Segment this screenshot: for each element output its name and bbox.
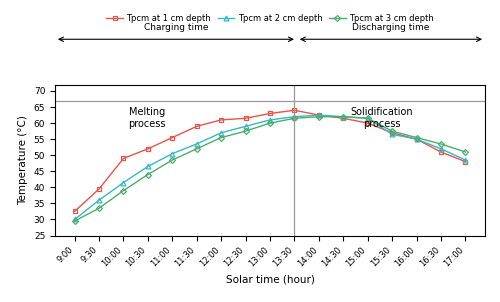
Tpcm at 2 cm depth xyxy=(120,181,126,184)
Tpcm at 2 cm depth xyxy=(194,142,200,146)
Tpcm at 2 cm depth xyxy=(170,152,175,156)
Tpcm at 1 cm depth xyxy=(96,187,102,191)
Tpcm at 3 cm depth xyxy=(414,136,420,140)
Tpcm at 1 cm depth xyxy=(72,210,78,213)
Tpcm at 2 cm depth xyxy=(340,115,346,118)
Text: Discharging time: Discharging time xyxy=(352,23,430,32)
Tpcm at 3 cm depth xyxy=(194,147,200,151)
Tpcm at 3 cm depth xyxy=(438,142,444,146)
Tpcm at 1 cm depth xyxy=(242,117,248,120)
Tpcm at 1 cm depth xyxy=(462,160,468,163)
Tpcm at 3 cm depth xyxy=(145,173,151,176)
Tpcm at 2 cm depth xyxy=(389,133,395,136)
Tpcm at 1 cm depth xyxy=(316,113,322,117)
Tpcm at 2 cm depth xyxy=(145,165,151,168)
Tpcm at 1 cm depth xyxy=(145,147,151,151)
Tpcm at 2 cm depth xyxy=(96,198,102,202)
Tpcm at 3 cm depth xyxy=(96,207,102,210)
Tpcm at 1 cm depth xyxy=(267,112,273,115)
Tpcm at 1 cm depth xyxy=(170,136,175,140)
Text: Charging time: Charging time xyxy=(144,23,208,32)
Line: Tpcm at 3 cm depth: Tpcm at 3 cm depth xyxy=(72,114,468,223)
Tpcm at 1 cm depth xyxy=(218,118,224,122)
Tpcm at 3 cm depth xyxy=(267,121,273,125)
Tpcm at 3 cm depth xyxy=(462,150,468,154)
Tpcm at 1 cm depth xyxy=(438,150,444,154)
Tpcm at 2 cm depth xyxy=(242,124,248,128)
Tpcm at 3 cm depth xyxy=(242,129,248,133)
Tpcm at 1 cm depth xyxy=(194,124,200,128)
Tpcm at 3 cm depth xyxy=(120,189,126,192)
Tpcm at 1 cm depth xyxy=(292,108,298,112)
Tpcm at 1 cm depth xyxy=(389,131,395,135)
Tpcm at 3 cm depth xyxy=(170,158,175,162)
Tpcm at 2 cm depth xyxy=(72,218,78,221)
X-axis label: Solar time (hour): Solar time (hour) xyxy=(226,274,314,284)
Tpcm at 3 cm depth xyxy=(340,115,346,118)
Text: Solidification
process: Solidification process xyxy=(350,107,413,129)
Tpcm at 1 cm depth xyxy=(414,137,420,141)
Tpcm at 2 cm depth xyxy=(414,137,420,141)
Text: Melting
process: Melting process xyxy=(128,107,166,129)
Tpcm at 3 cm depth xyxy=(389,129,395,133)
Tpcm at 2 cm depth xyxy=(462,158,468,162)
Line: Tpcm at 1 cm depth: Tpcm at 1 cm depth xyxy=(72,108,468,214)
Tpcm at 2 cm depth xyxy=(218,131,224,135)
Legend: Tpcm at 1 cm depth, Tpcm at 2 cm depth, Tpcm at 3 cm depth: Tpcm at 1 cm depth, Tpcm at 2 cm depth, … xyxy=(103,10,437,26)
Tpcm at 3 cm depth xyxy=(218,136,224,140)
Y-axis label: Temperature (°C): Temperature (°C) xyxy=(18,115,28,205)
Line: Tpcm at 2 cm depth: Tpcm at 2 cm depth xyxy=(72,113,468,222)
Tpcm at 1 cm depth xyxy=(120,157,126,160)
Tpcm at 2 cm depth xyxy=(267,118,273,122)
Tpcm at 3 cm depth xyxy=(364,117,370,120)
Tpcm at 2 cm depth xyxy=(438,147,444,151)
Tpcm at 2 cm depth xyxy=(292,115,298,118)
Tpcm at 1 cm depth xyxy=(340,117,346,120)
Tpcm at 2 cm depth xyxy=(316,113,322,117)
Tpcm at 3 cm depth xyxy=(72,219,78,223)
Tpcm at 3 cm depth xyxy=(292,117,298,120)
Tpcm at 3 cm depth xyxy=(316,115,322,118)
Tpcm at 1 cm depth xyxy=(364,121,370,125)
Tpcm at 2 cm depth xyxy=(364,117,370,120)
